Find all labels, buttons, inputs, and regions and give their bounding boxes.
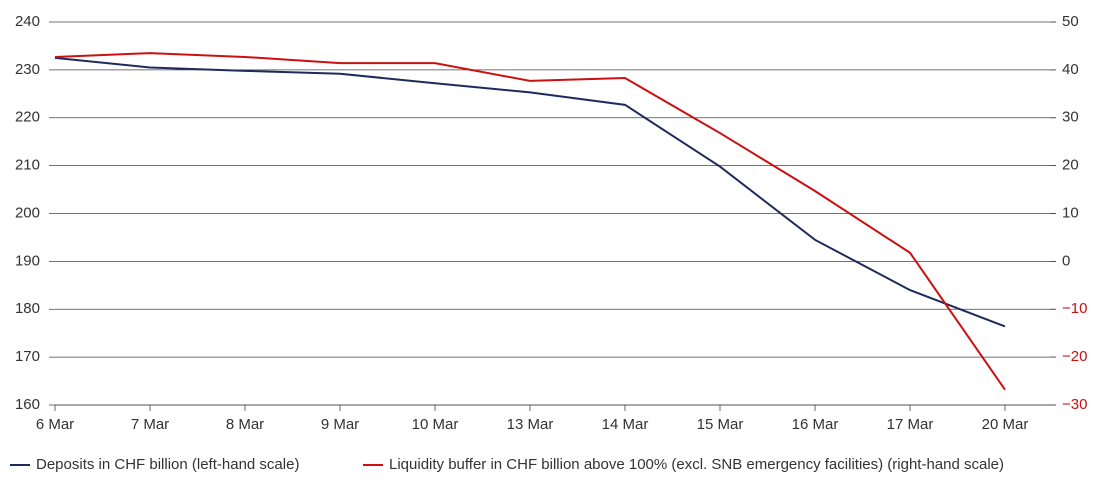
y2-tick-label: −30: [1062, 396, 1087, 413]
y-tick-label: 160: [15, 396, 40, 413]
y-tick-label: 200: [15, 204, 40, 221]
y2-tick-label: −20: [1062, 348, 1087, 365]
series-line: [54, 52, 1006, 391]
x-tick-label: 20 Mar: [982, 416, 1029, 433]
x-tick-label: 14 Mar: [602, 416, 649, 433]
series-line: [54, 56, 1006, 328]
y-tick-label: 180: [15, 300, 40, 317]
y2-tick-label: −10: [1062, 300, 1087, 317]
y-tick-label: 170: [15, 348, 40, 365]
y-tick-label: 230: [15, 61, 40, 78]
y-tick-label: 190: [15, 252, 40, 269]
x-tick-label: 8 Mar: [226, 416, 264, 433]
y2-tick-label: 50: [1062, 13, 1079, 30]
legend-label: Deposits in CHF billion (left-hand scale…: [36, 456, 299, 473]
x-tick-label: 13 Mar: [507, 416, 554, 433]
x-tick-label: 7 Mar: [131, 416, 169, 433]
x-tick-label: 6 Mar: [36, 416, 74, 433]
y2-tick-label: 10: [1062, 204, 1079, 221]
x-tick-label: 17 Mar: [887, 416, 934, 433]
y-tick-label: 220: [15, 109, 40, 126]
y2-tick-label: 20: [1062, 157, 1079, 174]
y2-tick-label: 30: [1062, 109, 1079, 126]
y2-tick-label: 40: [1062, 61, 1079, 78]
y-tick-label: 210: [15, 157, 40, 174]
y-tick-label: 240: [15, 13, 40, 30]
legend-label: Liquidity buffer in CHF billion above 10…: [389, 456, 1004, 473]
x-tick-label: 16 Mar: [792, 416, 839, 433]
y2-tick-label: 0: [1062, 252, 1070, 269]
x-tick-label: 9 Mar: [321, 416, 359, 433]
x-tick-label: 10 Mar: [412, 416, 459, 433]
x-tick-label: 15 Mar: [697, 416, 744, 433]
